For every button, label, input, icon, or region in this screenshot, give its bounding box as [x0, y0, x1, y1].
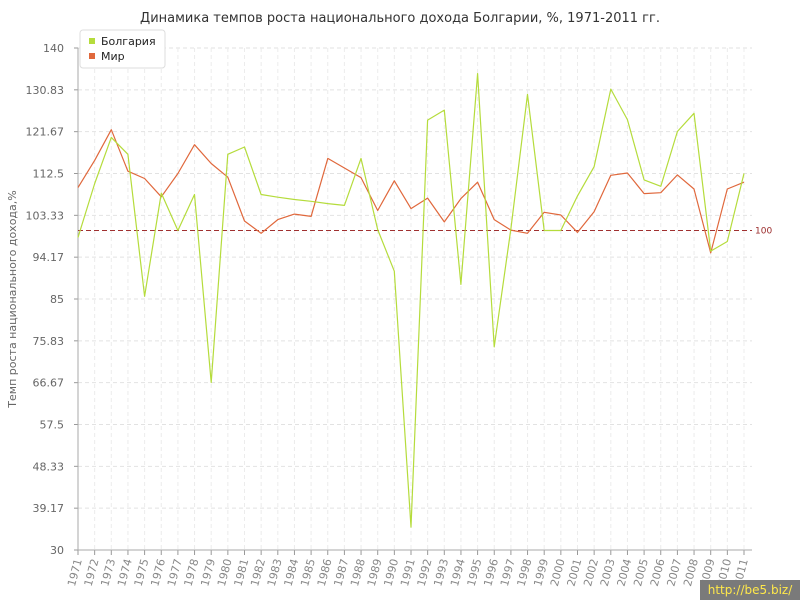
reference-line: 100: [78, 227, 772, 237]
y-tick-label: 85: [50, 293, 64, 306]
grid-lines: [74, 47, 752, 555]
series-lines: [77, 72, 745, 528]
y-tick-label: 94.17: [33, 251, 65, 264]
y-tick-label: 39.17: [33, 502, 65, 515]
legend-swatch: [89, 53, 95, 59]
chart-title: Динамика темпов роста национального дохо…: [140, 11, 660, 26]
watermark[interactable]: http://be5.biz/: [700, 580, 800, 600]
y-tick-label: 112.5: [33, 168, 65, 181]
y-axis-label: Темп роста национального дохода,%: [6, 190, 19, 408]
y-tick-label: 103.33: [26, 209, 65, 222]
x-tick-labels: 1971197219731974197519761977197819791980…: [65, 557, 751, 587]
y-tick-labels: 30 39.17 48.33 57.5 66.67 75.83 85 94.17 103.33 1…: [26, 42, 65, 557]
y-tick-label: 121.67: [26, 126, 65, 139]
y-tick-label: 30: [50, 544, 64, 557]
legend-item-label[interactable]: Болгария: [101, 35, 156, 48]
y-tick-label: 57.5: [40, 419, 65, 432]
reference-line-label: 100: [755, 227, 772, 237]
series-line-world[interactable]: [77, 129, 745, 254]
legend[interactable]: Болгария Мир: [79, 29, 166, 69]
legend-box: [79, 29, 166, 69]
y-tick-label: 48.33: [33, 460, 65, 473]
y-tick-label: 66.67: [33, 377, 65, 390]
axes: [77, 48, 752, 551]
legend-swatch: [89, 38, 95, 44]
series-line-bulgaria[interactable]: [77, 72, 745, 528]
y-tick-label: 140: [43, 42, 64, 55]
y-tick-label: 75.83: [33, 335, 65, 348]
legend-item-label[interactable]: Мир: [101, 50, 125, 63]
y-tick-label: 130.83: [26, 84, 65, 97]
